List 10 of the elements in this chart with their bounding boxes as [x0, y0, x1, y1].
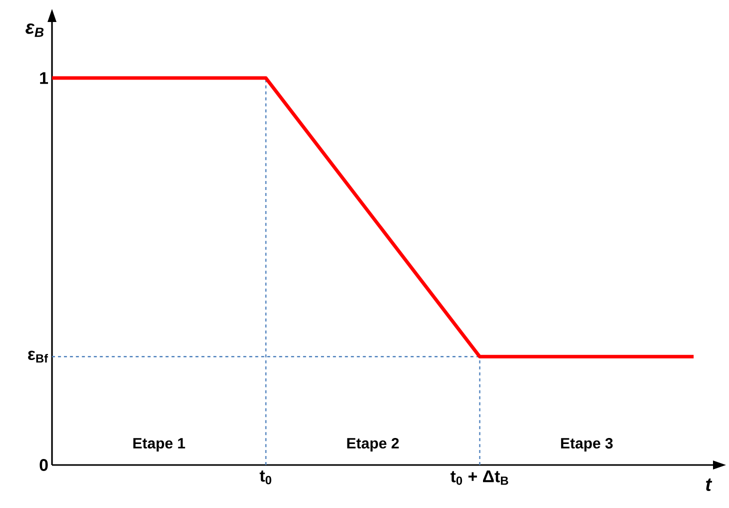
x-tick-label: t$_{0}$ + Δt$_{B}$ [450, 470, 508, 485]
x-tick-label: t$_{0}$ [260, 470, 272, 484]
x-axis-title: t [706, 478, 712, 491]
annotation: Etape 1 [133, 438, 186, 452]
y-axis-title: ε$_{B}$ [26, 24, 44, 37]
annotation: Etape 2 [347, 438, 399, 452]
y-tick-label: 0 [40, 459, 48, 471]
y-tick-label: 1 [40, 72, 48, 84]
annotation: Etape 3 [561, 438, 613, 452]
y-tick-label: ε$_{Bf}$ [28, 350, 48, 363]
